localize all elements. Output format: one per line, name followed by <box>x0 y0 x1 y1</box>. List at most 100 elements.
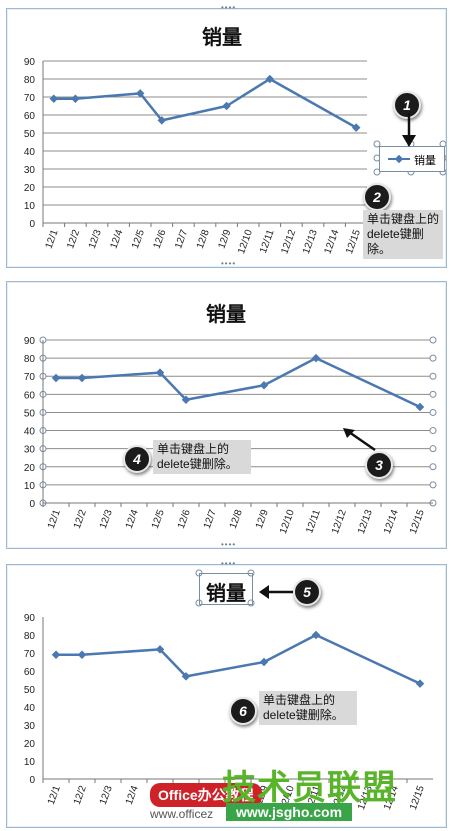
x-tick-label: 12/4 <box>108 228 125 250</box>
y-tick-label: 20 <box>24 739 36 750</box>
legend-box[interactable]: 销量 <box>379 146 445 172</box>
resize-handle-top-3[interactable]: •••• <box>221 559 237 568</box>
watermark-url-small: www.officez <box>150 807 214 821</box>
x-tick-label: 12/5 <box>130 228 147 250</box>
x-tick-label: 12/3 <box>98 784 115 806</box>
x-tick-label: 12/1 <box>46 784 63 806</box>
x-tick-label: 12/7 <box>202 508 219 530</box>
chart-title-2[interactable]: 销量 <box>206 302 246 326</box>
x-tick-label: 12/12 <box>279 228 298 256</box>
y-tick-label: 30 <box>24 445 36 456</box>
resize-handle-top[interactable]: •••• <box>221 3 237 12</box>
data-point <box>71 94 80 104</box>
gridline-handle <box>429 390 437 398</box>
y-tick-label: 0 <box>29 499 35 510</box>
y-tick-label: 50 <box>24 408 36 419</box>
legend-label: 销量 <box>414 155 436 167</box>
chart-panel-1[interactable]: 0 10 20 30 40 50 60 70 80 90 12/1 12/2 12/3 12/4 12/5 1… <box>6 4 447 268</box>
gridline-handle <box>429 408 437 416</box>
x-tick-label: 12/6 <box>152 228 169 250</box>
x-tick-label: 12/10 <box>236 228 255 256</box>
y-tick-label: 50 <box>24 685 36 696</box>
x-tick-label: 12/8 <box>228 508 245 530</box>
data-point <box>157 116 167 125</box>
step-marker-6: 6 <box>229 697 257 725</box>
data-point <box>222 101 231 111</box>
y-tick-label: 90 <box>24 336 36 347</box>
y-tick-label: 30 <box>24 721 36 732</box>
gridline-handle <box>429 445 437 453</box>
data-point <box>259 381 269 390</box>
x-tick-label: 12/15 <box>344 228 363 256</box>
x-tick-label: 12/9 <box>254 508 271 530</box>
y-tick-label: 40 <box>24 427 36 438</box>
data-point <box>51 650 61 660</box>
x-tick-label: 12/9 <box>216 228 233 250</box>
chart-panel-2[interactable]: 0 10 20 30 40 50 60 70 80 90 12/1 12/2 12/3 12/4 12/5 1… <box>6 281 447 549</box>
resize-handle-bottom-2[interactable]: •••• <box>221 540 237 549</box>
y-tick-label: 10 <box>24 201 36 212</box>
x-tick-label: 12/5 <box>150 508 167 530</box>
gridline-handle <box>429 481 437 489</box>
y-tick-label: 10 <box>24 481 36 492</box>
y-tick-label: 70 <box>24 93 36 104</box>
data-point <box>135 89 145 98</box>
data-point <box>155 645 165 654</box>
data-point <box>51 373 61 383</box>
x-tick-label: 12/4 <box>124 784 141 806</box>
gridline-handle <box>429 427 437 435</box>
chart-svg-1: 0 10 20 30 40 50 60 70 80 90 12/1 12/2 12/3 12/4 12/5 1… <box>24 57 446 256</box>
data-point <box>77 373 87 383</box>
y-tick-label: 80 <box>24 354 36 365</box>
legend-handle[interactable] <box>373 140 381 148</box>
series-line <box>56 356 421 409</box>
resize-handle-bottom[interactable]: •••• <box>221 259 237 268</box>
series-line <box>56 633 421 685</box>
step-marker-3: 3 <box>365 451 393 479</box>
x-tick-label: 12/13 <box>301 228 320 256</box>
instruction-note-2: 单击键盘上的delete键删除。 <box>363 210 443 259</box>
step-marker-2: 2 <box>363 183 391 211</box>
chart-svg-2: 0 10 20 30 40 50 60 70 80 90 12/1 12/2 12/3 12/4 12/5 1… <box>24 336 437 536</box>
y-tick-label: 80 <box>24 631 36 642</box>
x-tick-label: 12/15 <box>408 508 427 536</box>
y-tick-label: 20 <box>24 463 36 474</box>
data-point <box>77 650 87 660</box>
y-tick-label: 40 <box>24 147 36 158</box>
title-selection-box <box>199 573 253 605</box>
x-tick-label: 12/2 <box>65 228 82 250</box>
y-tick-label: 10 <box>24 757 36 768</box>
y-tick-label: 80 <box>24 75 36 86</box>
legend-handle[interactable] <box>373 168 381 176</box>
gridline-handle <box>429 372 437 380</box>
x-tick-label: 12/11 <box>304 508 323 535</box>
instruction-note-4: 单击键盘上的delete键删除。 <box>153 440 251 474</box>
x-tick-label: 12/1 <box>44 228 61 250</box>
x-tick-label: 12/8 <box>195 228 212 250</box>
x-tick-label: 12/4 <box>124 508 141 530</box>
x-tick-label: 12/13 <box>356 508 375 536</box>
x-tick-label: 12/10 <box>278 508 297 536</box>
y-tick-label: 30 <box>24 165 36 176</box>
x-tick-label: 12/15 <box>408 784 427 812</box>
y-tick-label: 70 <box>24 372 36 383</box>
chart-title-1[interactable]: 销量 <box>202 25 242 49</box>
chart-title-3[interactable]: 销量 <box>206 581 246 605</box>
y-tick-label: 40 <box>24 703 36 714</box>
x-tick-label: 12/2 <box>72 508 89 530</box>
data-point <box>351 123 361 132</box>
x-tick-label: 12/3 <box>98 508 115 530</box>
arrow-down-icon <box>402 113 416 147</box>
x-tick-label: 12/12 <box>330 508 349 536</box>
x-tick-label: 12/14 <box>382 508 401 536</box>
x-tick-label: 12/11 <box>258 228 277 255</box>
data-point <box>311 353 321 363</box>
step-marker-5: 5 <box>293 578 321 606</box>
arrow-left-icon <box>259 585 295 599</box>
x-tick-label: 12/1 <box>46 508 63 530</box>
data-point <box>311 630 321 640</box>
y-tick-label: 50 <box>24 129 36 140</box>
watermark-url: www.jsgho.com <box>226 803 353 821</box>
x-tick-label: 12/3 <box>87 228 104 250</box>
y-tick-label: 20 <box>24 183 36 194</box>
